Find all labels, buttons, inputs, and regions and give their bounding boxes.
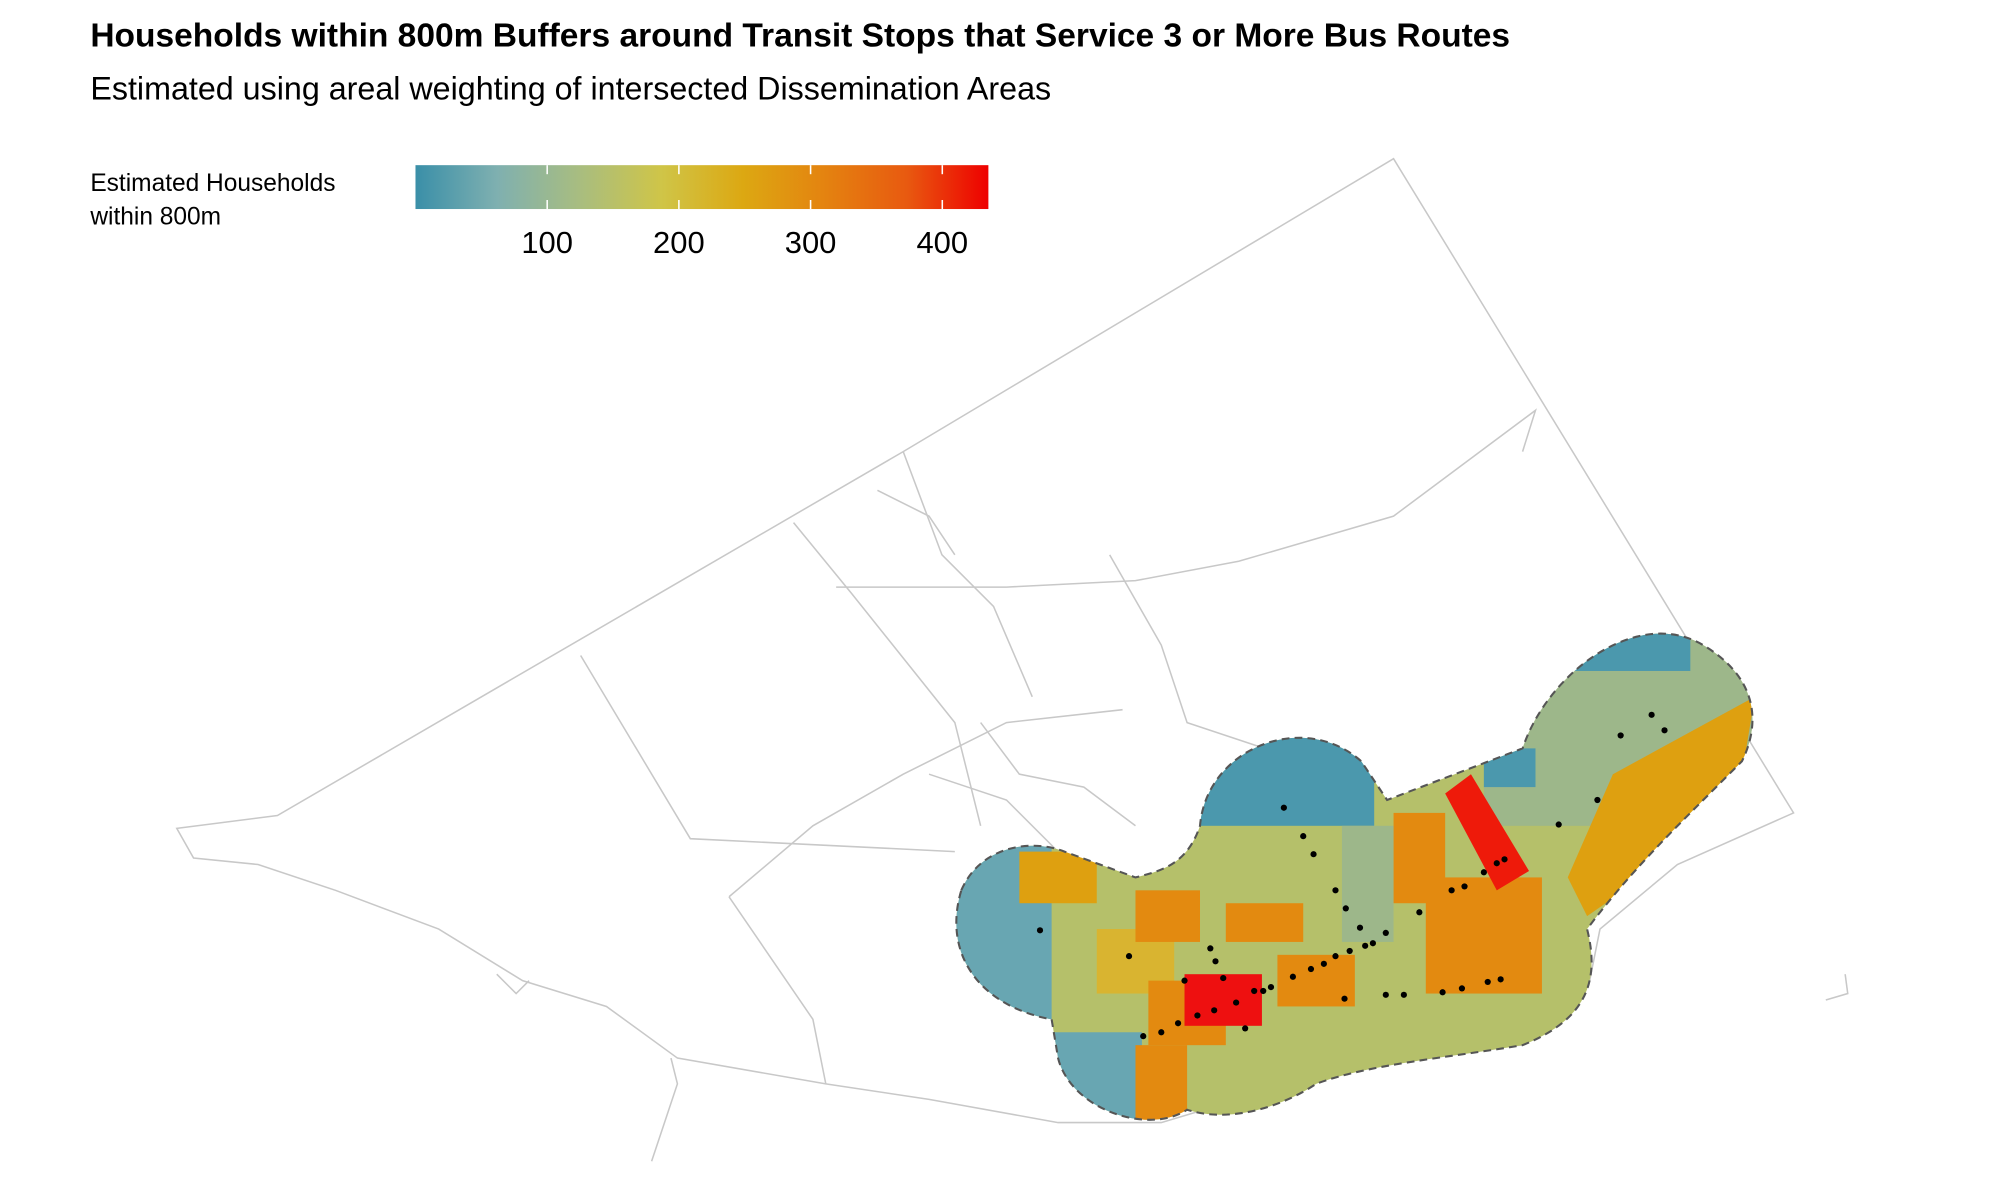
transit-stop [1267,983,1275,991]
map-subtitle: Estimated using areal weighting of inter… [90,70,1051,106]
transit-stops [1036,711,1668,1040]
transit-stop [1233,999,1240,1006]
transit-stop [1501,856,1508,863]
buffer-choropleth [956,633,1753,1120]
transit-stop [1400,991,1407,998]
transit-stop [1493,860,1500,867]
transit-stop [1480,869,1487,876]
transit-stop [1617,732,1624,739]
transit-stop [1280,804,1287,811]
transit-stop [1346,947,1353,955]
transit-stop [1555,821,1562,828]
transit-stop [1307,965,1315,973]
legend-tick-label: 400 [916,225,968,260]
buffer-outline [955,632,1754,1121]
transit-stop [1174,1020,1182,1027]
transit-stop [1369,940,1376,947]
transit-stop [1207,945,1214,952]
legend-tick-label: 300 [785,225,837,260]
transit-stop [1416,909,1423,916]
transit-stop [1211,1007,1218,1014]
transit-stop [1661,727,1668,734]
transit-stop [1342,905,1349,912]
transit-stop [1300,833,1307,840]
transit-stop [1320,960,1327,967]
transit-stop [1125,953,1133,960]
transit-stop [1382,929,1389,936]
transit-stop [1356,924,1364,931]
transit-stop [1362,942,1369,949]
transit-stop [1251,987,1258,995]
transit-stop [1461,883,1468,890]
transit-stop [1140,1033,1147,1040]
legend-title: Estimated Households [90,170,335,197]
transit-stop [1497,976,1504,983]
transit-stop [1158,1029,1165,1036]
legend-tick-label: 100 [521,225,573,260]
color-bar [415,165,989,210]
transit-stop [1310,851,1317,858]
transit-stop [1341,995,1348,1002]
transit-stop [1260,987,1267,995]
transit-stop [1194,1012,1201,1019]
transit-stop [1439,989,1446,996]
transit-stop [1181,977,1188,984]
legend-tick-label: 200 [653,225,705,260]
transit-stop [1332,887,1339,894]
map-title: Households within 800m Buffers around Tr… [90,17,1510,54]
transit-stop [1458,985,1466,992]
legend-title: within 800m [89,204,221,231]
transit-stop [1382,991,1389,998]
municipal-boundaries [175,157,1849,1162]
transit-stop [1212,958,1219,965]
transit-stop [1594,796,1601,804]
transit-stop [1220,974,1227,982]
transit-stop [1648,711,1655,718]
transit-stop [1332,953,1339,960]
transit-stop [1289,973,1296,980]
legend: Estimated Households within 800m 100 200 3… [89,165,989,260]
transit-stop [1036,927,1044,934]
transit-stop [1242,1025,1249,1032]
transit-stop [1484,978,1491,986]
transit-stop [1448,887,1455,894]
